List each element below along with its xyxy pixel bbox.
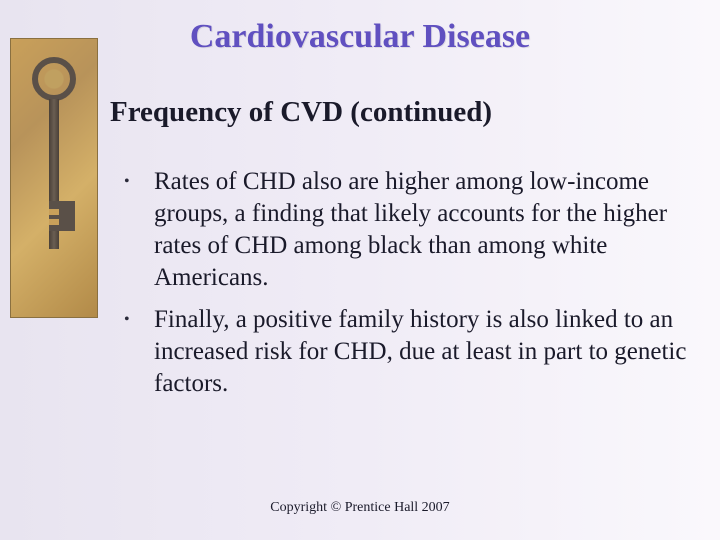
- bullet-item: Rates of CHD also are higher among low-i…: [118, 166, 692, 294]
- slide-subtitle: Frequency of CVD (continued): [110, 96, 492, 129]
- sidebar-key-image: [10, 38, 98, 318]
- slide-title: Cardiovascular Disease: [0, 18, 720, 56]
- bullet-list: Rates of CHD also are higher among low-i…: [118, 166, 692, 410]
- copyright-footer: Copyright © Prentice Hall 2007: [0, 500, 720, 516]
- key-icon: [32, 57, 76, 249]
- bullet-item: Finally, a positive family history is al…: [118, 304, 692, 400]
